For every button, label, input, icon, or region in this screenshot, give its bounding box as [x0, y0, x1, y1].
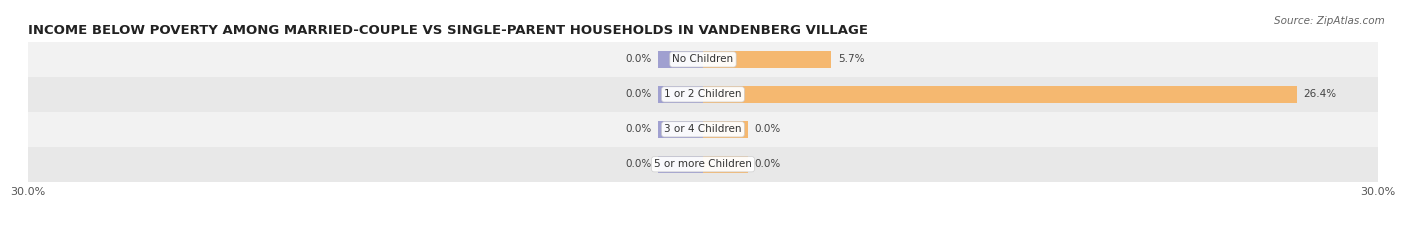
Text: 3 or 4 Children: 3 or 4 Children — [664, 124, 742, 134]
Bar — [28, 147, 1378, 182]
Text: INCOME BELOW POVERTY AMONG MARRIED-COUPLE VS SINGLE-PARENT HOUSEHOLDS IN VANDENB: INCOME BELOW POVERTY AMONG MARRIED-COUPL… — [28, 24, 868, 37]
Text: 26.4%: 26.4% — [1303, 89, 1337, 99]
Bar — [658, 51, 703, 68]
Text: 0.0%: 0.0% — [626, 124, 651, 134]
Bar — [28, 77, 1378, 112]
Text: 5 or more Children: 5 or more Children — [654, 159, 752, 169]
Text: 0.0%: 0.0% — [755, 124, 780, 134]
Bar — [658, 156, 703, 173]
Bar — [703, 51, 831, 68]
Text: 0.0%: 0.0% — [626, 55, 651, 64]
Bar — [703, 86, 1296, 103]
Text: No Children: No Children — [672, 55, 734, 64]
Bar — [28, 112, 1378, 147]
Text: 0.0%: 0.0% — [626, 89, 651, 99]
Text: 1 or 2 Children: 1 or 2 Children — [664, 89, 742, 99]
Text: Source: ZipAtlas.com: Source: ZipAtlas.com — [1274, 16, 1385, 26]
Text: 5.7%: 5.7% — [838, 55, 865, 64]
Bar — [28, 42, 1378, 77]
Bar — [703, 121, 748, 138]
Text: 0.0%: 0.0% — [755, 159, 780, 169]
Bar — [658, 121, 703, 138]
Text: 0.0%: 0.0% — [626, 159, 651, 169]
Bar — [658, 86, 703, 103]
Bar — [703, 156, 748, 173]
